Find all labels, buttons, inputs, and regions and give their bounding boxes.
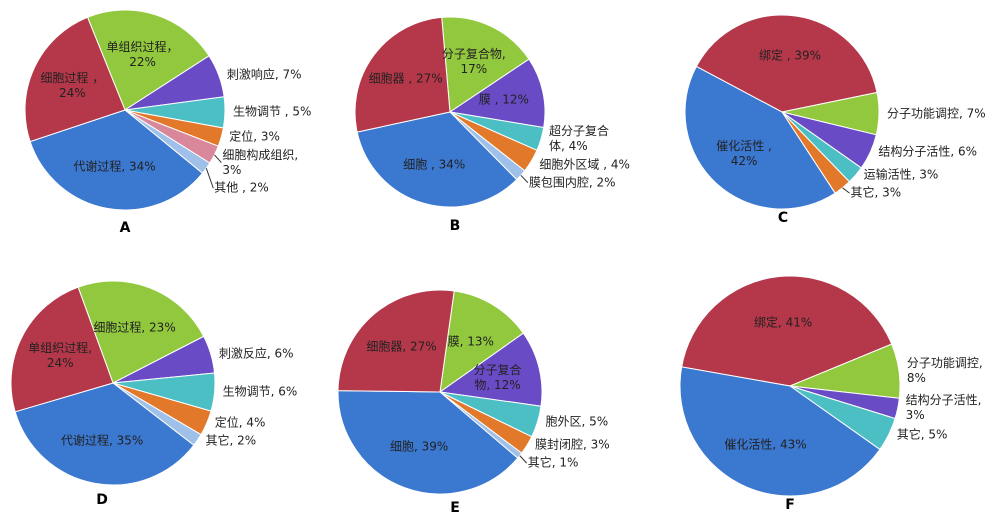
pie-slice (24, 16, 126, 143)
slice-label: 代谢过程, 35% (60, 433, 144, 448)
panel-label: F (785, 497, 795, 513)
slice-label: 分子功能调控, 7% (886, 106, 986, 121)
slice-label: 分子功能调控, 8% (906, 355, 983, 385)
pie-slice (29, 109, 204, 211)
slice-label: 催化活性, 43% (724, 437, 807, 452)
slice-label: 胞外区, 5% (545, 414, 609, 429)
slice-label: 其它, 1% (527, 455, 579, 470)
pie-slice (695, 14, 878, 113)
pie-slice (439, 290, 525, 394)
pie-slice (337, 390, 519, 495)
slice-label: 膜 , 12% (478, 92, 529, 107)
slice-label: 生物调节 , 5% (232, 104, 312, 119)
pie-slice (681, 275, 893, 387)
slice-label: 分子复合物, 17% (441, 47, 506, 77)
slice-label: 单组织过程, 24% (28, 341, 93, 371)
slice-label: 其它, 2% (205, 433, 257, 448)
leader-line (214, 154, 222, 164)
pie-slice (14, 382, 195, 486)
panel-label: C (777, 210, 789, 226)
slice-label: 膜封闭腔, 3% (535, 437, 610, 452)
slice-label: 运输活性, 3% (863, 167, 939, 182)
pie-slice (356, 111, 518, 208)
slice-label: 细胞 , 34% (403, 157, 466, 172)
leader-line (520, 174, 529, 183)
slice-label: 细胞过程 ， 24% (40, 70, 105, 100)
pie-slice (448, 58, 546, 129)
pie-slice (77, 280, 205, 384)
panel-label: A (119, 220, 131, 236)
slice-label: 代谢过程, 34% (73, 159, 156, 174)
slice-label: 细胞外区域 , 4% (539, 157, 630, 172)
slice-label: 定位, 4% (214, 415, 266, 430)
pie-slice (10, 286, 114, 413)
slice-label: 定位, 3% (229, 129, 280, 144)
slice-label: 其它, 5% (896, 427, 948, 442)
slice-label: 单组织过程， 22% (106, 39, 179, 69)
pie-slice (337, 289, 455, 393)
panel-label: D (96, 492, 108, 508)
pie-slice (684, 65, 836, 210)
slice-label: 绑定, 41% (753, 315, 813, 330)
slice-label: 其他 , 2% (214, 180, 269, 195)
slice-label: 结构分子活性, 3% (905, 393, 982, 423)
panel-label: E (450, 500, 460, 516)
slice-label: 膜包围内腔, 2% (528, 175, 616, 190)
slice-label: 细胞, 39% (390, 439, 449, 454)
slice-label: 催化活性 , 42% (716, 138, 772, 168)
slice-label: 生物调节, 6% (222, 384, 298, 399)
slice-label: 细胞构成组织, 3% (222, 147, 299, 177)
slice-label: 细胞过程, 23% (93, 320, 176, 335)
pie-slice (438, 332, 543, 407)
pie-slice (86, 9, 210, 111)
slice-label: 绑定 , 39% (758, 48, 822, 63)
leader-line (205, 168, 214, 189)
slice-label: 其它, 3% (850, 185, 902, 200)
leader-line (519, 455, 528, 464)
slice-label: 结构分子活性, 6% (878, 144, 977, 159)
slice-label: 细胞器, 27% (366, 339, 437, 354)
panel-label: B (449, 218, 461, 234)
slice-label: 刺激响应, 7% (226, 67, 302, 82)
slice-label: 膜, 13% (447, 334, 494, 348)
slice-label: 细胞器 , 27% (368, 71, 443, 86)
pie-slice (441, 16, 530, 113)
slice-label: 分子复合 物, 12% (473, 363, 522, 393)
slice-label: 超分子复合 体, 4% (549, 124, 610, 154)
leader-line (842, 187, 850, 194)
slice-label: 刺激反应, 6% (218, 346, 294, 361)
pie-slice (679, 366, 881, 497)
pie-slice (354, 16, 451, 133)
